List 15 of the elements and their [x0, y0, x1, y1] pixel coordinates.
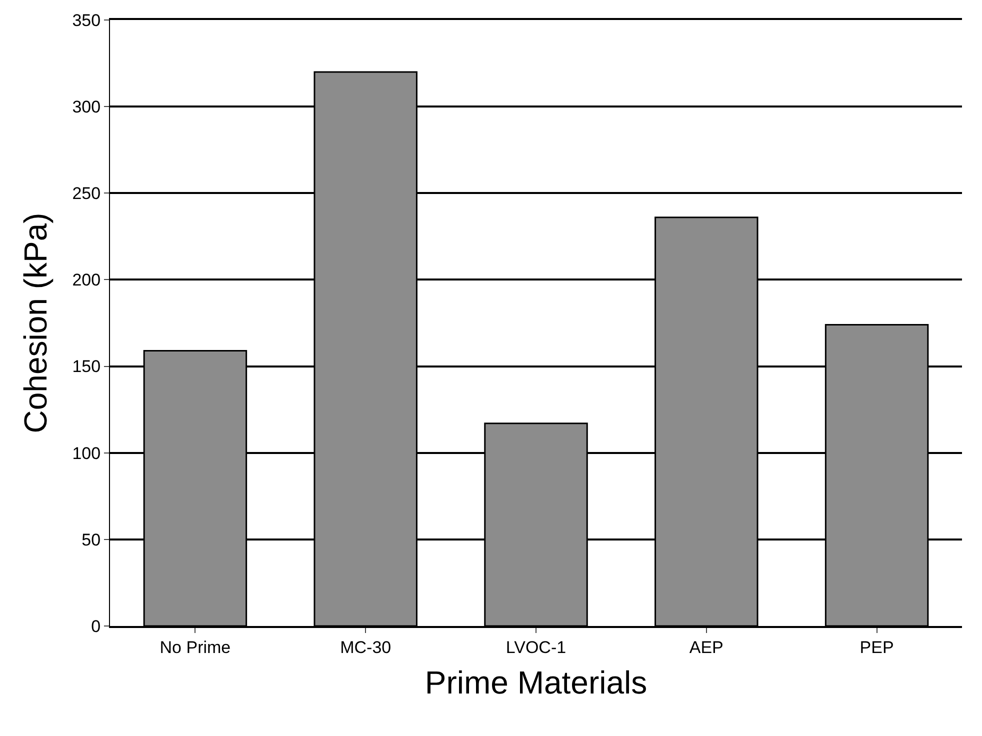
- y-tick-label: 300: [72, 98, 101, 117]
- x-tick-label: MC-30: [340, 638, 392, 658]
- y-tick-label: 350: [72, 10, 101, 30]
- x-tick-label: AEP: [689, 638, 724, 658]
- x-tick-label: No Prime: [160, 638, 231, 658]
- x-axis-title: Prime Materials: [424, 664, 648, 701]
- y-tick-label: 0: [91, 616, 101, 636]
- y-tick-label: 200: [72, 270, 101, 290]
- y-tick-label: 150: [72, 357, 101, 376]
- x-tick-label: PEP: [860, 638, 894, 658]
- y-tick-label: 250: [72, 184, 101, 204]
- y-axis-title: Cohesion (kPa): [18, 212, 54, 434]
- x-tick-label: LVOC-1: [506, 638, 566, 658]
- y-tick-label: 100: [72, 444, 101, 463]
- y-tick-label: 50: [82, 530, 101, 550]
